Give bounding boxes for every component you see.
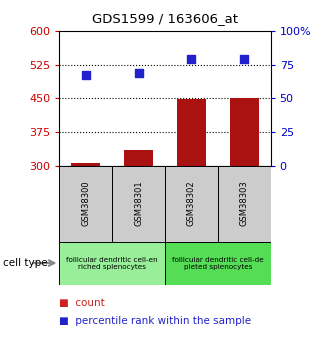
Text: follicular dendritic cell-de
pleted splenocytes: follicular dendritic cell-de pleted sple…: [172, 257, 264, 269]
Point: [242, 57, 247, 62]
Text: GSM38302: GSM38302: [187, 181, 196, 226]
Text: GSM38303: GSM38303: [240, 181, 249, 226]
Text: GSM38301: GSM38301: [134, 181, 143, 226]
Text: follicular dendritic cell-en
riched splenocytes: follicular dendritic cell-en riched sple…: [66, 257, 158, 269]
Point: [83, 73, 88, 78]
Bar: [71, 163, 100, 166]
Bar: [165, 166, 218, 242]
Bar: [59, 241, 165, 285]
Text: ■  percentile rank within the sample: ■ percentile rank within the sample: [59, 316, 251, 326]
Point: [189, 57, 194, 62]
Text: cell type: cell type: [3, 258, 48, 268]
Bar: [112, 166, 165, 242]
Bar: [218, 166, 271, 242]
Bar: [59, 166, 112, 242]
Bar: [165, 241, 271, 285]
Bar: [230, 98, 259, 166]
Bar: [124, 150, 153, 166]
Text: ■  count: ■ count: [59, 298, 105, 308]
Bar: [177, 99, 206, 166]
Text: GDS1599 / 163606_at: GDS1599 / 163606_at: [92, 12, 238, 25]
Text: GSM38300: GSM38300: [81, 181, 90, 226]
Point: [136, 70, 141, 76]
